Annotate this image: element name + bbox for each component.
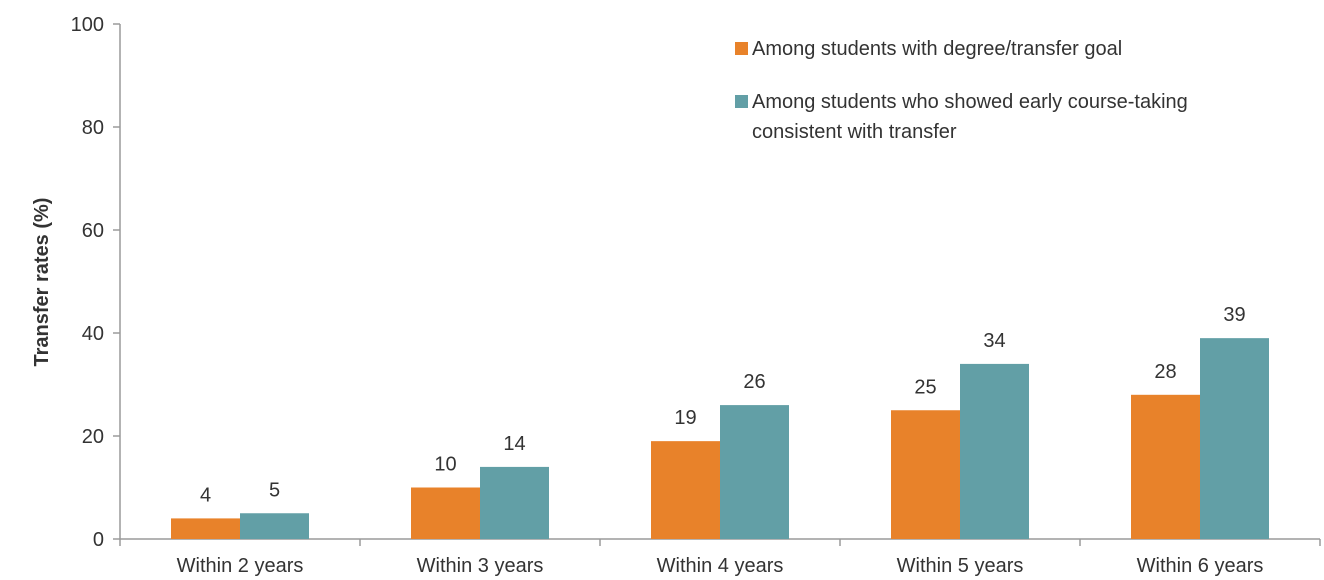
data-label: 5 [269,479,280,501]
x-tick-label: Within 4 years [657,555,784,577]
legend: Among students with degree/transfer goal… [735,38,1188,143]
data-labels: 4 5 10 14 19 26 25 34 28 39 [200,304,1246,506]
data-label: 39 [1223,304,1245,326]
bar-series-2 [240,513,309,539]
legend-swatch-series-2 [735,95,748,108]
x-tick-label: Within 2 years [177,555,304,577]
x-axis: Within 2 years Within 3 years Within 4 yea… [119,538,1321,577]
y-axis-title: Transfer rates (%) [31,198,53,367]
data-label: 26 [743,371,765,393]
y-axis: 0 20 40 60 80 100 [71,14,121,551]
data-label: 10 [434,454,456,476]
y-tick-label: 40 [82,323,104,345]
data-label: 14 [503,433,525,455]
bar-series-1 [651,441,720,539]
y-tick-label: 80 [82,117,104,139]
data-label: 28 [1154,361,1176,383]
x-tick-label: Within 3 years [417,555,544,577]
bar-series-1 [411,487,480,539]
bar-series-1 [891,410,960,539]
data-label: 4 [200,484,211,506]
data-label: 19 [674,407,696,429]
bars [171,338,1269,539]
x-tick-label: Within 6 years [1137,555,1264,577]
bar-series-2 [480,466,549,539]
legend-label-line: consistent with transfer [752,121,957,143]
bar-series-2 [720,405,789,539]
x-tick-label: Within 5 years [897,555,1024,577]
y-tick-label: 60 [82,220,104,242]
legend-label-line: Among students who showed early course-t… [752,91,1188,113]
legend-swatch-series-1 [735,42,748,55]
bar-series-2 [1200,338,1269,539]
legend-label: Among students with degree/transfer goal [752,38,1122,60]
bar-series-1 [1131,394,1200,539]
data-label: 25 [914,376,936,398]
bar-series-1 [171,518,240,539]
data-label: 34 [983,330,1005,352]
y-tick-label: 100 [71,14,104,36]
y-tick-label: 0 [93,529,104,551]
bar-series-2 [960,363,1029,539]
y-tick-label: 20 [82,426,104,448]
